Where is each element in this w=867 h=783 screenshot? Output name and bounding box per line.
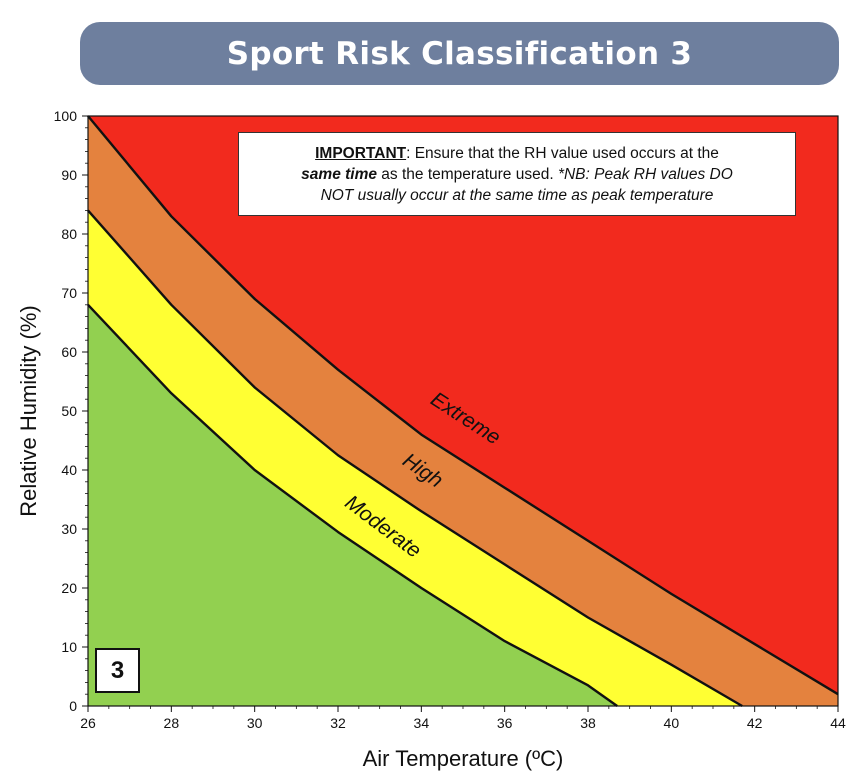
y-tick-label: 90 [61,167,77,183]
note-line-2: same time as the temperature used. *NB: … [301,164,733,185]
note-line-1: IMPORTANT: Ensure that the RH value used… [315,143,719,164]
note-line-3: NOT usually occur at the same time as pe… [320,186,714,204]
x-tick-label: 44 [830,715,846,731]
y-tick-label: 60 [61,344,77,360]
y-tick-label: 20 [61,580,77,596]
note-same-time: same time [301,165,377,183]
y-tick-label: 40 [61,462,77,478]
note-line2-mid: as the temperature used. [377,165,558,183]
x-tick-label: 34 [414,715,430,731]
title-banner: Sport Risk Classification 3 [80,22,839,85]
x-axis-label: Air Temperature (ºC) [363,746,564,771]
note-line2-italic: *NB: Peak RH values DO [557,165,733,183]
boundary-line-moderate [87,303,618,707]
y-axis-label: Relative Humidity (%) [16,305,41,517]
note-line1-rest: : Ensure that the RH value used occurs a… [406,144,719,162]
y-tick-label: 80 [61,226,77,242]
x-tick-label: 26 [80,715,96,731]
note-important: IMPORTANT [315,144,407,162]
y-tick-label: 50 [61,403,77,419]
boundary-line-high [87,209,743,708]
y-tick-label: 30 [61,521,77,537]
y-tick-label: 0 [69,698,77,714]
important-note: IMPORTANT: Ensure that the RH value used… [238,132,796,216]
y-tick-label: 70 [61,285,77,301]
x-axis-ticks: 26 28 30 32 34 36 38 40 42 44 [80,706,846,731]
x-tick-label: 28 [164,715,180,731]
x-tick-label: 38 [580,715,596,731]
low-region [88,304,618,706]
y-tick-label: 10 [61,639,77,655]
boundary-line-extreme [87,115,839,696]
x-tick-label: 42 [747,715,763,731]
page-title: Sport Risk Classification 3 [226,35,693,72]
x-tick-label: 40 [664,715,680,731]
risk-boundary-curves [87,115,839,708]
risk-region-fills [88,116,838,706]
y-tick-label: 100 [54,108,78,124]
x-tick-label: 36 [497,715,513,731]
x-tick-label: 32 [330,715,346,731]
classification-badge: 3 [95,648,140,693]
x-tick-label: 30 [247,715,263,731]
y-axis-ticks: 0 10 20 30 40 50 60 70 80 90 100 [54,108,88,714]
